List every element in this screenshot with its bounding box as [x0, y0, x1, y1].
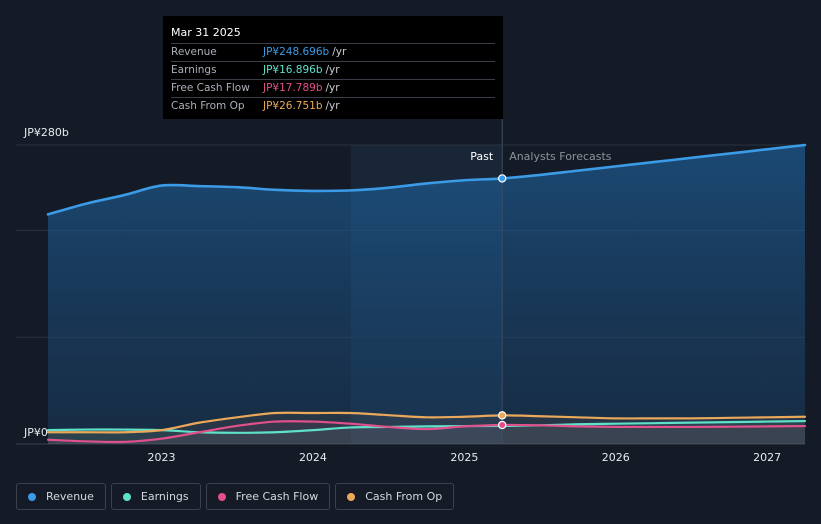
legend-label: Free Cash Flow	[235, 490, 319, 503]
legend-item-earnings[interactable]: Earnings	[110, 483, 201, 510]
tooltip-row-unit: /yr	[325, 100, 340, 112]
hover-markers	[498, 174, 507, 430]
series-lines	[46, 143, 807, 444]
tooltip-row-unit: /yr	[332, 46, 347, 58]
legend-dot-icon	[28, 492, 36, 501]
x-tick-label: 2025	[450, 451, 478, 464]
analysts-forecasts-label: Analysts Forecasts	[509, 150, 612, 163]
tooltip-row: Cash From Op JP¥26.751b/yr	[171, 97, 495, 115]
tooltip-row-value: JP¥17.789b	[263, 82, 323, 94]
x-tick-label: 2027	[753, 451, 781, 464]
tooltip-row-unit: /yr	[325, 64, 340, 76]
tooltip-row-label: Earnings	[171, 64, 217, 76]
revenue-line	[46, 143, 807, 216]
tooltip-row-value: JP¥26.751b	[263, 100, 323, 112]
legend-label: Revenue	[46, 490, 94, 503]
legend-item-cash-from-op[interactable]: Cash From Op	[335, 483, 455, 510]
legend-label: Earnings	[140, 490, 189, 503]
x-tick-label: 2026	[602, 451, 630, 464]
legend-dot-icon	[347, 492, 356, 501]
x-axis-ticks: 2023 2024 2025 2026 2027	[148, 451, 782, 464]
legend-item-revenue[interactable]: Revenue	[16, 483, 106, 510]
y-axis-top-label: JP¥280b	[23, 126, 69, 139]
free-cash-flow-hover-marker	[498, 420, 507, 430]
tooltip: Mar 31 2025 Revenue JP¥248.696b/yr Earning…	[163, 16, 503, 119]
legend-dot-icon	[122, 492, 131, 501]
tooltip-row-unit: /yr	[325, 82, 340, 94]
tooltip-row: Revenue JP¥248.696b/yr	[171, 43, 495, 61]
series-areas	[48, 145, 805, 444]
legend: Revenue Earnings Free Cash Flow Cash From O…	[16, 483, 455, 510]
legend-dot-icon	[217, 492, 226, 501]
tooltip-date: Mar 31 2025	[171, 26, 241, 39]
earnings-line	[46, 419, 807, 434]
tooltip-row: Free Cash Flow JP¥17.789b/yr	[171, 79, 495, 97]
tooltip-row: Earnings JP¥16.896b/yr	[171, 61, 495, 79]
x-tick-label: 2023	[148, 451, 176, 464]
tooltip-row-value: JP¥16.896b	[263, 64, 323, 76]
y-axis-bottom-label: JP¥0	[23, 426, 48, 439]
tooltip-row-label: Cash From Op	[171, 100, 245, 112]
revenue-area	[48, 145, 805, 444]
x-tick-label: 2024	[299, 451, 327, 464]
tooltip-row-value: JP¥248.696b	[263, 46, 330, 58]
legend-item-free-cash-flow[interactable]: Free Cash Flow	[205, 483, 331, 510]
tooltip-row-label: Free Cash Flow	[171, 82, 250, 94]
tooltip-row-label: Revenue	[171, 46, 217, 58]
free-cash-flow-line	[46, 420, 807, 444]
cash-from-op-line	[46, 411, 807, 434]
cash-from-op-hover-marker	[498, 411, 507, 420]
revenue-hover-marker	[498, 174, 507, 183]
legend-label: Cash From Op	[365, 490, 443, 503]
past-label: Past	[470, 150, 494, 163]
